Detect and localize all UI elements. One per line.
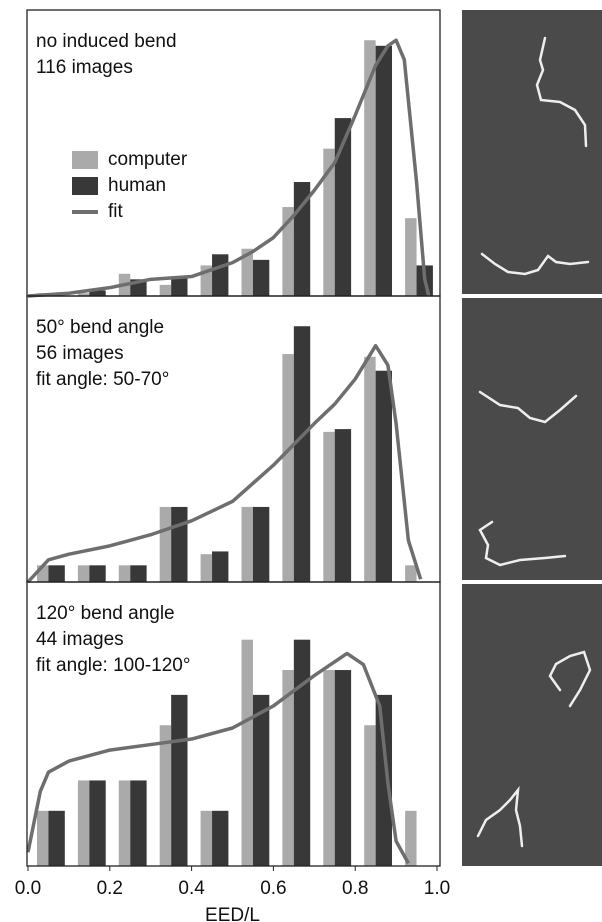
- bar: [200, 554, 213, 582]
- bar: [241, 506, 253, 582]
- legend-label: fit: [108, 201, 124, 222]
- bar: [159, 506, 172, 582]
- molecule: [480, 252, 590, 276]
- bar: [159, 284, 172, 296]
- bar: [89, 780, 106, 866]
- bar: [77, 565, 90, 582]
- bar: [334, 118, 352, 296]
- bar: [48, 565, 65, 582]
- micrograph: [462, 298, 602, 580]
- molecule: [476, 785, 524, 848]
- bar: [293, 326, 311, 582]
- bar: [405, 565, 417, 582]
- bar: [200, 810, 213, 866]
- legend-label: computer: [108, 149, 188, 170]
- bar: [252, 259, 270, 296]
- legend-label: human: [108, 175, 166, 196]
- bar: [89, 565, 106, 582]
- x-tick-label: 0.0: [15, 878, 41, 899]
- bar: [36, 810, 49, 866]
- bar: [252, 506, 270, 582]
- molecule: [535, 36, 588, 148]
- x-tick-label: 0.2: [97, 878, 123, 899]
- annotation: 56 images: [36, 343, 124, 364]
- bar: [282, 354, 294, 582]
- bar: [364, 725, 376, 866]
- bar: [212, 551, 229, 582]
- legend-swatch: [72, 151, 98, 169]
- bar: [171, 506, 188, 582]
- bar: [405, 218, 417, 296]
- molecule: [548, 650, 592, 708]
- bar: [364, 356, 376, 582]
- annotation: fit angle: 100-120°: [36, 655, 190, 676]
- annotation: 120° bend angle: [36, 603, 175, 624]
- bar: [405, 810, 417, 866]
- bar: [323, 431, 335, 582]
- bar: [36, 565, 49, 582]
- annotation: 44 images: [36, 629, 124, 650]
- x-tick-label: 0.4: [178, 878, 205, 899]
- fit-line: [26, 343, 423, 584]
- micrographs: [462, 10, 602, 866]
- bar: [200, 265, 213, 296]
- bar: [252, 694, 270, 866]
- bar: [334, 670, 352, 866]
- bar: [118, 780, 131, 866]
- annotation: fit angle: 50-70°: [36, 369, 169, 390]
- bar: [130, 565, 147, 582]
- legend-swatch: [72, 177, 98, 195]
- bar: [282, 207, 294, 296]
- panel-frame: [26, 581, 441, 867]
- bar: [89, 290, 106, 296]
- annotation: no induced bend: [36, 31, 177, 52]
- x-tick-label: 0.8: [342, 878, 368, 899]
- bar: [212, 810, 229, 866]
- bar: [375, 370, 393, 582]
- bar: [282, 670, 294, 866]
- bar: [375, 694, 393, 866]
- micrograph: [462, 10, 602, 294]
- bar: [130, 780, 147, 866]
- bar: [77, 780, 90, 866]
- bar: [171, 694, 188, 866]
- bar: [241, 248, 253, 296]
- molecule: [478, 390, 578, 424]
- bar: [159, 725, 172, 866]
- bar: [375, 45, 393, 296]
- fit-line: [26, 651, 410, 865]
- bar: [118, 565, 131, 582]
- x-tick-label: 0.6: [260, 878, 286, 899]
- bar: [171, 276, 188, 296]
- bar: [364, 40, 376, 296]
- bar: [323, 670, 335, 866]
- bar: [293, 639, 311, 866]
- molecule: [478, 520, 567, 567]
- annotation: 116 images: [36, 57, 133, 78]
- x-tick-label: 1.0: [424, 878, 450, 899]
- bar: [212, 254, 229, 296]
- bar: [77, 293, 90, 296]
- annotation: 50° bend angle: [36, 317, 164, 338]
- bar: [323, 148, 335, 296]
- x-axis-label: EED/L: [205, 905, 260, 922]
- fit-line: [27, 38, 431, 298]
- bar: [241, 639, 253, 866]
- bar: [48, 810, 65, 866]
- bar: [334, 429, 352, 582]
